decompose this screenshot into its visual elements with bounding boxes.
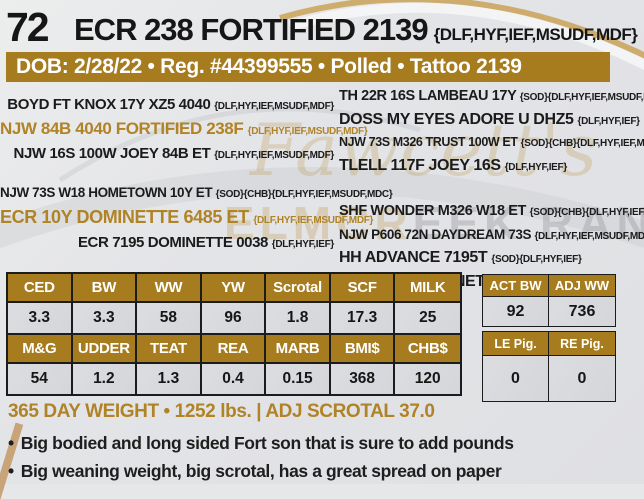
pedigree-ancestor: DOSS MY EYES ADORE U DHZ5 {DLF,HYF,IEF}	[339, 110, 640, 128]
adj-ww-value: 736	[549, 296, 615, 326]
pedigree-ancestor: TLELL 117F JOEY 16S {DLF,HYF,IEF}	[339, 156, 567, 174]
le-pig-header: LE Pig.	[483, 332, 549, 355]
le-pig-value: 0	[483, 355, 549, 401]
sale-note: • Big bodied and long sided Fort son that…	[8, 433, 514, 453]
epd-value-row-2: 54 1.2 1.3 0.4 0.15 368 120	[8, 362, 460, 394]
epd-header: SCF	[330, 274, 396, 301]
epd-value: 3.3	[8, 301, 73, 335]
pedigree-sire: NJW 84B 4040 FORTIFIED 238F {DLF,HYF,IEF…	[0, 119, 368, 138]
epd-table: CED BW WW YW Scrotal SCF MILK 3.3 3.3 58…	[6, 272, 462, 396]
re-pig-value: 0	[549, 355, 615, 401]
sale-note: • Big weaning weight, big scrotal, has a …	[8, 461, 502, 481]
epd-header: BMI$	[330, 335, 396, 362]
epd-value: 3.3	[72, 301, 138, 335]
epd-value-row-1: 3.3 3.3 58 96 1.8 17.3 25	[8, 301, 460, 335]
epd-header: CED	[8, 274, 73, 301]
epd-header: M&G	[8, 335, 73, 362]
epd-header: CHB$	[395, 335, 460, 362]
actual-weights-table: ACT BW ADJ WW 92 736	[482, 274, 616, 327]
pedigree-dam-sire: NJW 73S W18 HOMETOWN 10Y ET {SOD}{CHB}{D…	[0, 185, 393, 200]
pedigree-dam: ECR 10Y DOMINETTE 6485 ET {DLF,HYF,IEF,M…	[0, 207, 374, 227]
pigmentation-table: LE Pig. RE Pig. 0 0	[482, 331, 616, 402]
epd-header: WW	[137, 274, 202, 301]
adj-ww-header: ADJ WW	[549, 275, 615, 296]
act-bw-value: 92	[483, 296, 549, 326]
epd-value: 1.2	[72, 362, 138, 394]
bullet-icon: •	[8, 461, 14, 481]
pedigree-right-column: TH 22R 16S LAMBEAU 17Y {SOD}{DLF,HYF,IEF…	[339, 86, 644, 294]
pedigree-ancestor: TH 22R 16S LAMBEAU 17Y {SOD}{DLF,HYF,IEF…	[339, 88, 644, 104]
epd-header: BW	[72, 274, 138, 301]
pedigree-ancestor: NJW 73S M326 TRUST 100W ET {SOD}{CHB}{DL…	[339, 135, 644, 149]
act-bw-header: ACT BW	[483, 275, 549, 296]
pedigree-sire-dam: NJW 16S 100W JOEY 84B ET {DLF,HYF,IEF,MS…	[13, 145, 335, 162]
epd-header: YW	[201, 274, 267, 301]
info-banner: DOB: 2/28/22 • Reg. #44399555 • Polled •…	[6, 52, 610, 82]
epd-value: 96	[201, 301, 267, 335]
pedigree-ancestor: SHF WONDER M326 W18 ET {SOD}{CHB}{DLF,HY…	[339, 203, 644, 219]
epd-value: 25	[395, 301, 460, 335]
animal-name: ECR 238 FORTIFIED 2139	[74, 12, 429, 47]
epd-header: UDDER	[72, 335, 138, 362]
epd-header: MILK	[395, 274, 460, 301]
yearling-weight-line: 365 DAY WEIGHT • 1252 lbs. | ADJ SCROTAL…	[8, 401, 435, 422]
lot-number: 72	[6, 4, 50, 50]
pedigree-left-column: BOYD FT KNOX 17Y XZ5 4040 {DLF,HYF,IEF,M…	[0, 94, 393, 256]
epd-value: 17.3	[330, 301, 396, 335]
pedigree-ancestor: HH ADVANCE 7195T {SOD}{DLF,HYF,IEF}	[339, 249, 582, 266]
bullet-icon: •	[8, 433, 14, 453]
epd-value: 0.4	[201, 362, 267, 394]
pedigree-ancestor: NJW P606 72N DAYDREAM 73S {DLF,HYF,IEF,M…	[339, 226, 644, 242]
epd-header-row-1: CED BW WW YW Scrotal SCF MILK	[8, 274, 460, 301]
epd-header: REA	[201, 335, 267, 362]
epd-value: 368	[330, 362, 396, 394]
animal-title: ECR 238 FORTIFIED 2139 {DLF,HYF,IEF,MSUD…	[74, 12, 638, 48]
epd-value: 0.15	[266, 362, 331, 394]
epd-header: TEAT	[137, 335, 202, 362]
epd-value: 54	[8, 362, 73, 394]
epd-header: MARB	[266, 335, 331, 362]
epd-value: 1.3	[137, 362, 202, 394]
animal-genetic-codes: {DLF,HYF,IEF,MSUDF,MDF}	[433, 25, 638, 44]
pedigree-sire-sire: BOYD FT KNOX 17Y XZ5 4040 {DLF,HYF,IEF,M…	[7, 96, 334, 113]
epd-header: Scrotal	[266, 274, 331, 301]
epd-value: 58	[137, 301, 202, 335]
epd-value: 1.8	[266, 301, 331, 335]
epd-header-row-2: M&G UDDER TEAT REA MARB BMI$ CHB$	[8, 335, 460, 362]
re-pig-header: RE Pig.	[549, 332, 615, 355]
epd-value: 120	[395, 362, 460, 394]
pedigree-dam-dam: ECR 7195 DOMINETTE 0038 {DLF,HYF,IEF}	[77, 234, 334, 251]
